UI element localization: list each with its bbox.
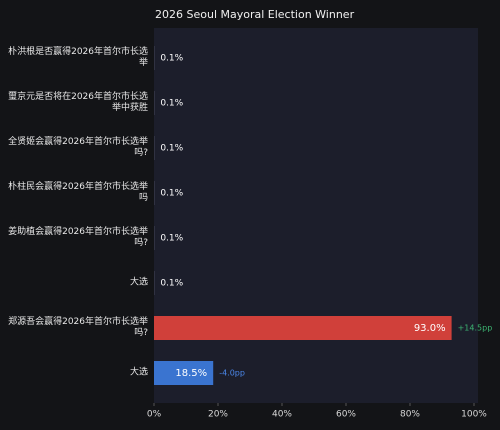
x-tick-label: 0%: [147, 410, 162, 420]
y-tick-label: 全贤姬会赢得2026年首尔市长选举吗?: [8, 137, 148, 158]
bar: [154, 316, 452, 340]
value-label: 0.1%: [160, 279, 183, 289]
y-tick-label: 姜助植会赢得2026年首尔市长选举吗?: [8, 227, 148, 248]
value-label: 0.1%: [160, 234, 183, 244]
plot-area: [154, 28, 478, 403]
y-tick-label: 朴洪根是否赢得2026年首尔市长选举: [8, 47, 148, 68]
x-tick-label: 60%: [336, 410, 356, 420]
y-tick-label: 朴柱民会赢得2026年首尔市长选举吗: [8, 182, 148, 203]
chart-title: 2026 Seoul Mayoral Election Winner: [155, 8, 355, 21]
value-label: 93.0%: [414, 323, 446, 334]
value-label: 0.1%: [160, 54, 183, 64]
y-tick-label: 郑源吾会赢得2026年首尔市长选举吗?: [8, 317, 148, 338]
value-label: 0.1%: [160, 99, 183, 109]
y-tick-label: 璽京元是否将在2026年首尔市长选举中获胜: [8, 92, 148, 113]
x-tick-label: 20%: [208, 410, 228, 420]
x-tick-label: 40%: [272, 410, 292, 420]
y-tick-label: 大选: [129, 277, 148, 288]
bar: [154, 361, 214, 385]
x-tick-label: 100%: [461, 410, 487, 420]
change-label: -4.0pp: [219, 369, 245, 378]
y-tick-label: 大选: [129, 367, 148, 378]
value-label: 18.5%: [175, 368, 207, 379]
value-label: 0.1%: [160, 189, 183, 199]
change-label: +14.5pp: [458, 324, 493, 333]
value-label: 0.1%: [160, 144, 183, 154]
x-tick-label: 80%: [400, 410, 420, 420]
